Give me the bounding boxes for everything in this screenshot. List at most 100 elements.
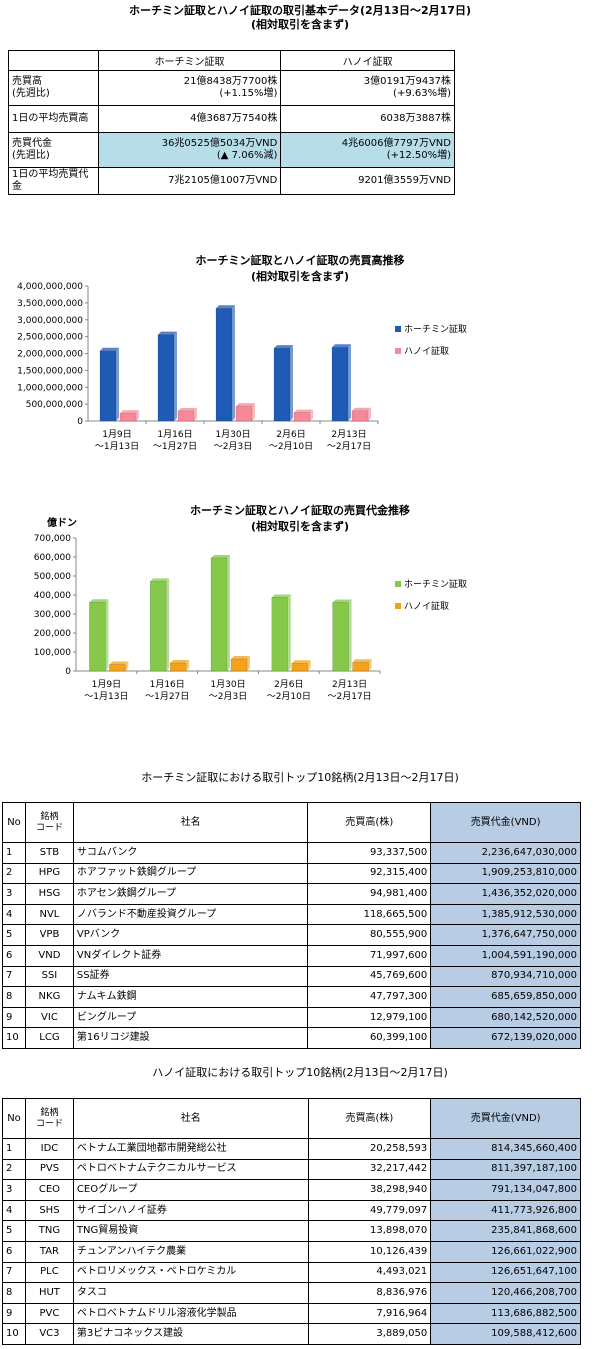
bar-side (310, 409, 313, 421)
x-tick-label: 〜1月27日 (145, 691, 189, 702)
hcm-header-no: No (2, 802, 26, 843)
bar-side (125, 661, 129, 671)
bar (157, 334, 175, 422)
y-tick-label: 1,500,000,000 (17, 366, 83, 376)
value-cell: 1,004,591,190,000 (430, 944, 581, 967)
code-cell: IDC (24, 1138, 74, 1160)
bar-top (352, 659, 372, 663)
bar (89, 601, 106, 672)
value-cell: 109,588,412,600 (430, 1323, 581, 1345)
volume-cell: 60,399,100 (307, 1027, 432, 1049)
company-name-cell: 第16リコジ建設 (72, 1027, 309, 1049)
bar-side (247, 656, 250, 671)
code-cell: PVS (24, 1158, 74, 1181)
summary-row: 売買代金 (先週比) 36兆0525億5034万VND (▲ 7.06%減) 4兆600… (8, 132, 455, 168)
bar (331, 347, 349, 422)
code-cell: VND (24, 944, 74, 967)
legend-swatch (395, 581, 401, 587)
bar-side (116, 347, 119, 421)
bar (293, 412, 311, 422)
bar-side (194, 407, 197, 421)
summary-hn-value: 3億0191万9437株 (+9.63%増) (280, 70, 455, 106)
rank-cell: 5 (2, 924, 26, 946)
bar-side (166, 578, 170, 671)
hn-header-volume: 売買高(株) (307, 1098, 432, 1139)
volume-cell: 10,126,439 (307, 1240, 432, 1263)
x-tick-label: 〜1月27日 (153, 441, 197, 452)
rank-cell: 6 (2, 1240, 26, 1263)
bar (119, 412, 137, 422)
bar-side (348, 344, 351, 421)
legend-label: ハノイ証取 (404, 600, 449, 612)
code-cell: SHS (24, 1199, 74, 1222)
summary-col-hn: ハノイ証取 (280, 50, 455, 71)
bar-top (274, 345, 293, 349)
rank-cell: 2 (2, 862, 26, 885)
hcm-header-value: 売買代金(VND) (430, 802, 581, 843)
x-tick-label: 1月30日 (215, 429, 250, 440)
volume-cell: 92,315,400 (307, 862, 432, 885)
bar (352, 662, 369, 672)
y-tick-label: 400,000 (34, 591, 71, 601)
volume-cell: 20,258,593 (307, 1138, 432, 1160)
rank-cell: 10 (2, 1027, 26, 1049)
table-row: 8 HUT タスコ 8,836,976 120,466,208,700 (2, 1282, 581, 1304)
y-tick-label: 0 (65, 667, 71, 677)
summary-hcm-value: 7兆2105億1007万VND (97, 167, 282, 195)
y-tick-label: 100,000 (34, 648, 71, 658)
volume-cell: 3,889,050 (307, 1323, 432, 1345)
table-row: 4 NVL ノバランド不動産投資グループ 118,665,500 1,385,912,5… (2, 903, 581, 926)
rank-cell: 4 (2, 903, 26, 926)
x-tick-label: 〜2月10日 (269, 441, 313, 452)
table-row: 7 SSI SS証券 45,769,600 870,934,710,000 (2, 965, 581, 988)
legend-label: ホーチミン証取 (404, 323, 467, 335)
value-cell: 1,909,253,810,000 (430, 862, 581, 885)
bar (291, 662, 309, 672)
table-row: 3 CEO CEOグループ 38,298,940 791,134,047,800 (2, 1179, 581, 1201)
summary-hn-value: 4兆6006億7797万VND (+12.50%増) (280, 132, 455, 168)
y-tick-label: 500,000,000 (26, 400, 84, 410)
table-row: 1 IDC ベトナム工業団地都市開発総公社 20,258,593 814,345,660… (2, 1138, 581, 1160)
company-name-cell: チュンアンハイテク農業 (72, 1240, 309, 1263)
company-name-cell: ホアファット鉄鋼グループ (72, 862, 309, 885)
code-cell: HUT (24, 1282, 74, 1304)
y-tick-label: 0 (77, 417, 83, 427)
value-cell: 680,142,520,000 (430, 1006, 581, 1029)
bar (351, 410, 369, 422)
bar-top (291, 660, 311, 664)
summary-row: 売買高 (先週比) 21億8438万7700株 (+1.15%増) 3億0191万943… (8, 70, 455, 106)
x-tick-label: 1月30日 (210, 679, 245, 690)
code-cell: NVL (24, 903, 74, 926)
bar (332, 602, 349, 672)
company-name-cell: CEOグループ (72, 1179, 309, 1201)
y-tick-label: 500,000 (34, 572, 71, 582)
summary-row-label: 1日の平均売買代金 (8, 167, 99, 195)
value-chart: 0 100,000 200,000 300,000 400,000 500,000 600,… (34, 534, 467, 702)
table-row: 2 PVS ペトロベトナムテクニカルサービス 32,217,442 811,397,18… (2, 1158, 581, 1181)
company-name-cell: VNダイレクト証券 (72, 944, 309, 967)
code-cell: VPB (24, 924, 74, 946)
summary-row-label: 売買代金 (先週比) (8, 132, 99, 168)
x-tick-label: 2月6日 (274, 679, 303, 690)
y-tick-label: 200,000 (34, 629, 71, 639)
bar (149, 581, 167, 672)
summary-hn-value: 6038万3887株 (280, 105, 455, 133)
code-cell: VC3 (24, 1323, 74, 1345)
rank-cell: 3 (2, 883, 26, 905)
bar-side (105, 599, 109, 671)
hn-header-row: No 銘柄 コード 社名 売買高(株) 売買代金(VND) (2, 1098, 581, 1139)
bar-side (368, 659, 372, 671)
volume-cell: 71,997,600 (307, 944, 432, 967)
bar-top (294, 409, 313, 413)
value-cell: 814,345,660,400 (430, 1138, 581, 1160)
legend-label: ホーチミン証取 (404, 578, 467, 590)
bar-side (307, 660, 311, 671)
bar (169, 662, 187, 672)
y-tick-label: 3,500,000,000 (17, 299, 83, 309)
bar (109, 664, 126, 672)
value-cell: 1,385,912,530,000 (430, 903, 581, 926)
bar-top (178, 407, 197, 411)
bar-top (100, 347, 119, 351)
volume-cell: 7,916,964 (307, 1302, 432, 1325)
value-cell: 1,376,647,750,000 (430, 924, 581, 946)
